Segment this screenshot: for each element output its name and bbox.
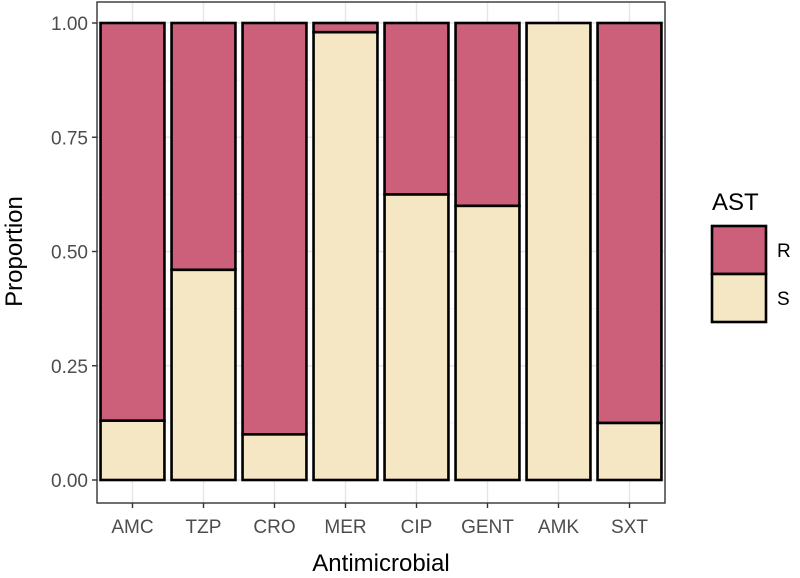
legend-title: AST xyxy=(712,189,759,216)
bars xyxy=(99,21,663,482)
y-tick-label: 0.25 xyxy=(51,357,88,378)
bar-sxt-s xyxy=(596,421,663,482)
bar-mer-s xyxy=(312,30,379,482)
x-tick-label: CRO xyxy=(253,517,295,538)
x-tick-label: AMC xyxy=(111,517,153,538)
bar-amc-r xyxy=(99,21,166,422)
legend-key-s xyxy=(710,272,768,324)
bar-tzp-s xyxy=(170,268,237,482)
x-tick-label: CIP xyxy=(401,517,433,538)
x-axis-title: Antimicrobial xyxy=(312,550,449,577)
x-axis: AMC TZP CRO MER CIP GENT AMK SXT xyxy=(111,503,648,538)
bar-cro-r xyxy=(241,21,308,436)
y-axis: 0.00 0.25 0.50 0.75 1.00 xyxy=(51,14,97,492)
bar-mer-r xyxy=(312,21,379,34)
panel-border xyxy=(96,1,666,504)
bar-cip-s xyxy=(383,193,450,482)
legend-label-s: S xyxy=(777,289,790,310)
legend: AST R S xyxy=(710,189,791,324)
x-tick-label: AMK xyxy=(538,517,580,538)
bar-amc-s xyxy=(99,419,166,482)
bar-tzp-r xyxy=(170,21,237,272)
bar-gent-s xyxy=(454,204,521,482)
x-tick-label: SXT xyxy=(611,517,648,538)
bar-amk-s xyxy=(525,21,592,482)
y-tick-label: 0.75 xyxy=(51,128,88,149)
legend-key-r xyxy=(710,224,768,276)
plot-panel xyxy=(96,1,666,504)
y-tick-label: 1.00 xyxy=(51,14,88,35)
y-tick-label: 0.00 xyxy=(51,471,88,492)
bar-cip-r xyxy=(383,21,450,196)
y-axis-title: Proportion xyxy=(1,196,28,307)
bar-sxt-r xyxy=(596,21,663,425)
legend-label-r: R xyxy=(777,241,791,262)
x-tick-label: TZP xyxy=(186,517,222,538)
y-tick-label: 0.50 xyxy=(51,243,88,264)
bar-cro-s xyxy=(241,432,308,482)
x-tick-label: GENT xyxy=(461,517,514,538)
bar-gent-r xyxy=(454,21,521,208)
x-tick-label: MER xyxy=(324,517,366,538)
